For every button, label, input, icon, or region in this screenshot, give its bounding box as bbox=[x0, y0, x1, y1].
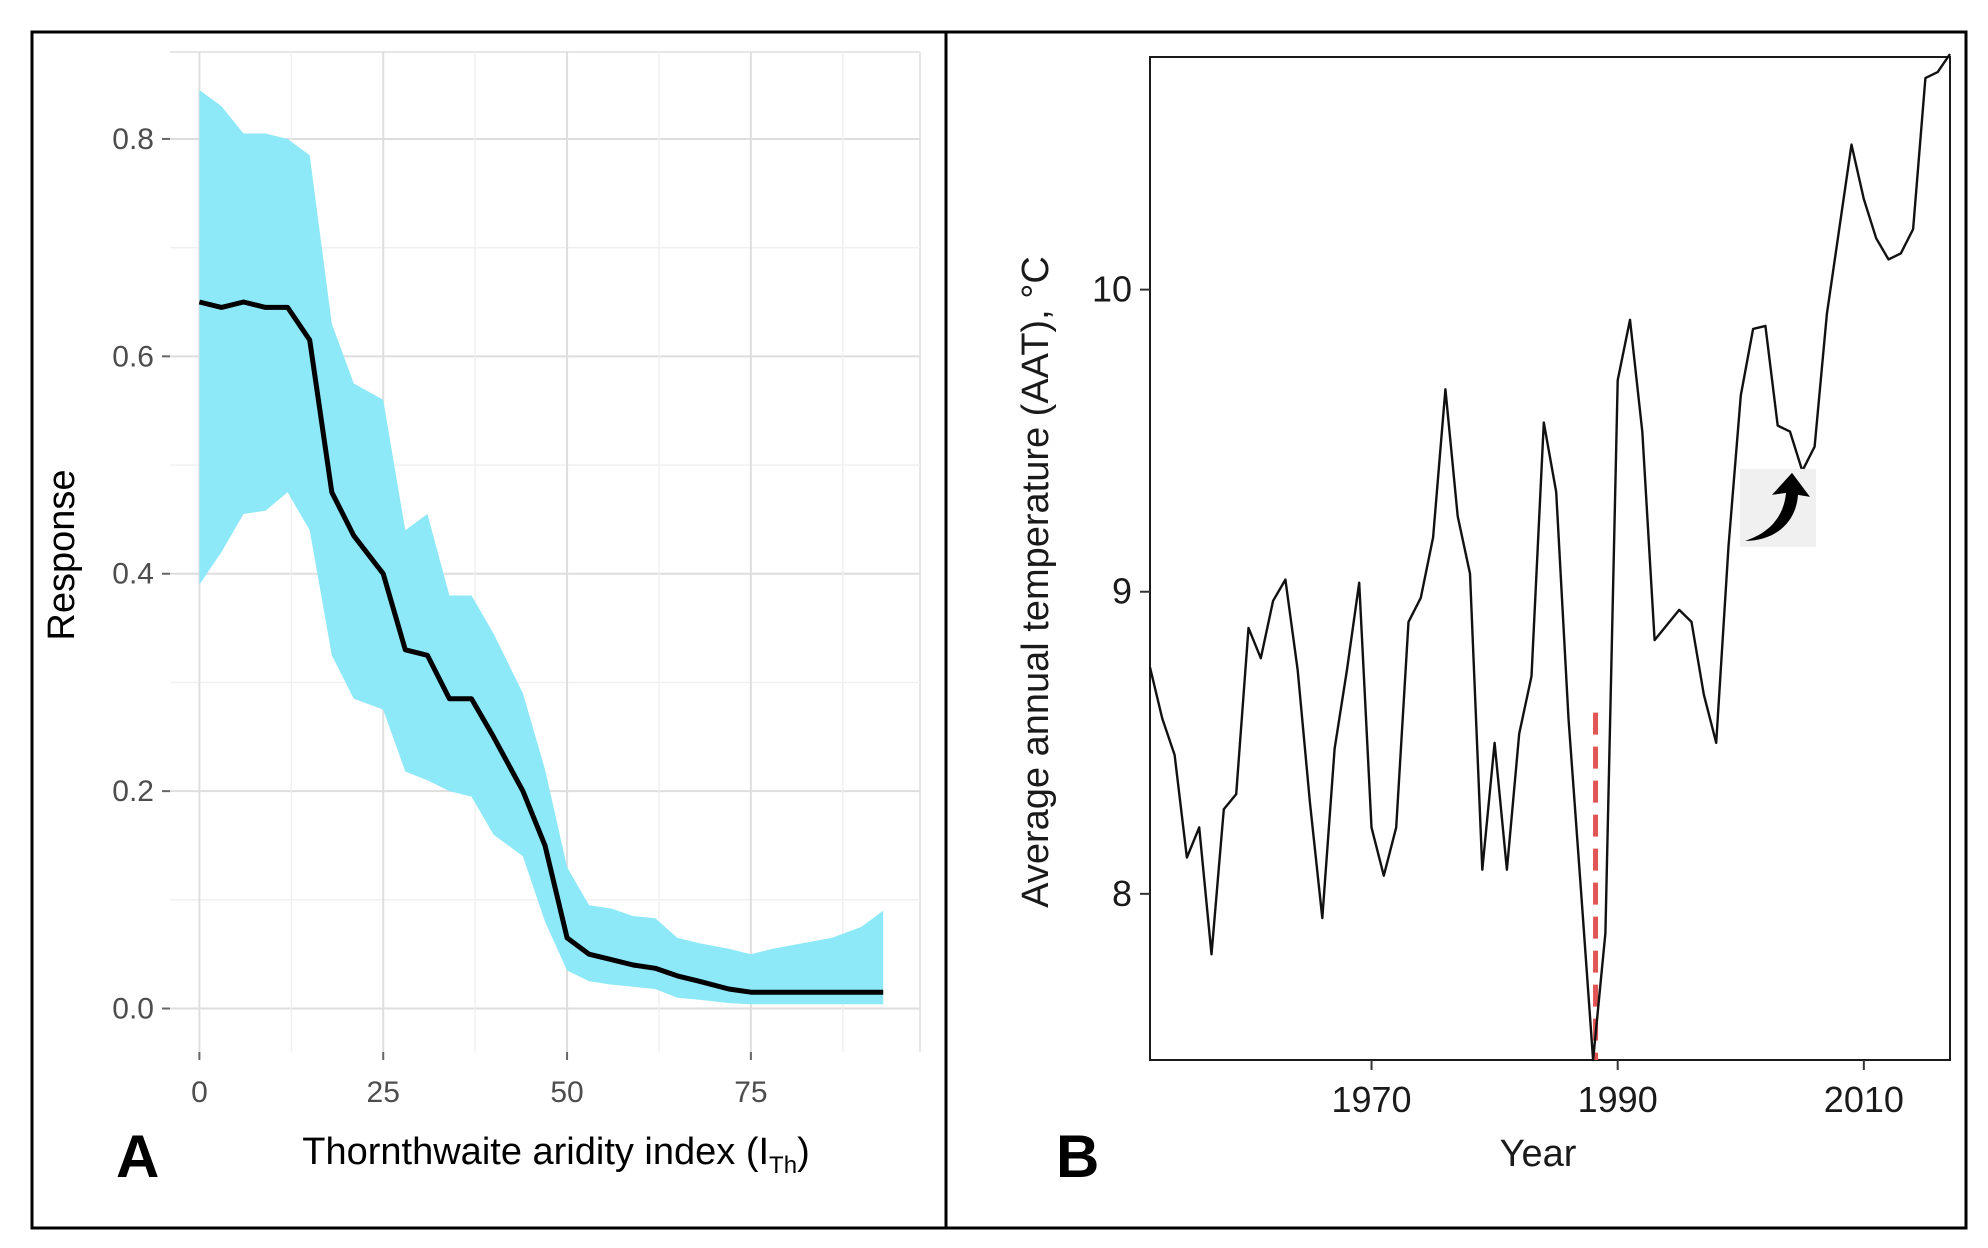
panel-b-y-tick-label: 10 bbox=[1092, 269, 1132, 310]
panel-b-x-ticks: 1970 1990 2010 bbox=[1331, 1060, 1904, 1120]
panel-b-y-ticks: 8 9 10 bbox=[1092, 269, 1150, 914]
arrow-shadow-box bbox=[1740, 468, 1816, 547]
panel-b-y-tick-label: 8 bbox=[1112, 873, 1132, 914]
panel-a-y-ticks: 0.0 0.2 0.4 0.6 0.8 bbox=[112, 123, 170, 1026]
panel-a: 0.0 0.2 0.4 0.6 0.8 0 25 50 75 Response Thornth… bbox=[41, 51, 921, 1190]
panel-b-x-tick-label: 1990 bbox=[1578, 1079, 1658, 1120]
panel-a-confidence-band bbox=[199, 90, 884, 1005]
panel-a-y-tick-label: 0.2 bbox=[112, 775, 154, 808]
panel-a-x-ticks: 0 25 50 75 bbox=[191, 1052, 768, 1109]
panel-b-temperature-line bbox=[1148, 53, 1951, 1062]
panel-a-x-tick-label: 25 bbox=[367, 1076, 400, 1109]
panel-b-x-tick-label: 2010 bbox=[1824, 1079, 1904, 1120]
panel-b-x-axis-label: Year bbox=[1500, 1133, 1577, 1175]
panel-b-arrow-icon bbox=[1740, 468, 1816, 547]
panel-a-x-axis-label: Thornthwaite aridity index (ITh) bbox=[302, 1131, 809, 1179]
panel-b-label: B bbox=[1056, 1123, 1099, 1190]
panel-a-y-tick-label: 0.6 bbox=[112, 340, 154, 373]
panel-a-y-tick-label: 0.0 bbox=[112, 993, 154, 1026]
curved-arrow-icon bbox=[1745, 472, 1810, 541]
panel-a-y-axis-label: Response bbox=[41, 469, 83, 640]
panel-a-x-tick-label: 0 bbox=[191, 1076, 208, 1109]
panel-b-x-tick-label: 1970 bbox=[1331, 1079, 1411, 1120]
panel-a-x-tick-label: 50 bbox=[550, 1076, 583, 1109]
panel-b: 8 9 10 1970 1990 2010 Average annual tempera… bbox=[1015, 53, 1951, 1190]
panel-a-x-tick-label: 75 bbox=[734, 1076, 767, 1109]
panel-b-y-axis-label: Average annual temperature (AAT), °C bbox=[1015, 256, 1057, 908]
panel-b-y-tick-label: 9 bbox=[1112, 571, 1132, 612]
panel-a-response-line bbox=[198, 299, 884, 995]
panel-a-label: A bbox=[116, 1123, 159, 1190]
panel-a-y-tick-label: 0.4 bbox=[112, 558, 154, 591]
panel-a-y-tick-label: 0.8 bbox=[112, 123, 154, 156]
panel-b-plot-area bbox=[1149, 56, 1951, 1061]
